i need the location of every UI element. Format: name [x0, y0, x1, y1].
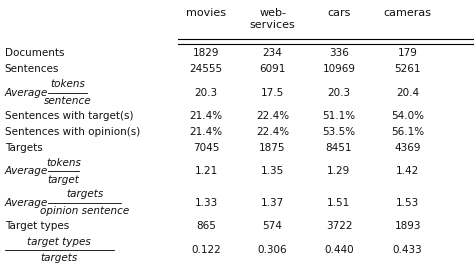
Text: 865: 865 [196, 221, 216, 231]
Text: 1875: 1875 [259, 143, 286, 153]
Text: tokens: tokens [46, 158, 81, 168]
Text: 6091: 6091 [259, 64, 286, 74]
Text: 20.3: 20.3 [328, 88, 350, 98]
Text: 1.29: 1.29 [327, 166, 351, 176]
Text: 1829: 1829 [193, 48, 219, 58]
Text: web-
services: web- services [250, 8, 295, 30]
Text: 4369: 4369 [394, 143, 421, 153]
Text: 336: 336 [329, 48, 349, 58]
Text: 179: 179 [398, 48, 418, 58]
Text: 1.21: 1.21 [194, 166, 218, 176]
Text: 22.4%: 22.4% [256, 111, 289, 121]
Text: Sentences with target(s): Sentences with target(s) [5, 111, 133, 121]
Text: Documents: Documents [5, 48, 64, 58]
Text: 1.35: 1.35 [261, 166, 284, 176]
Text: 17.5: 17.5 [261, 88, 284, 98]
Text: 21.4%: 21.4% [190, 111, 223, 121]
Text: 5261: 5261 [394, 64, 421, 74]
Text: 56.1%: 56.1% [391, 127, 424, 137]
Text: 20.3: 20.3 [195, 88, 218, 98]
Text: 20.4: 20.4 [396, 88, 419, 98]
Text: Average: Average [5, 198, 48, 208]
Text: targets: targets [41, 253, 78, 263]
Text: 51.1%: 51.1% [322, 111, 356, 121]
Text: 7045: 7045 [193, 143, 219, 153]
Text: Average: Average [5, 166, 48, 176]
Text: cameras: cameras [383, 8, 432, 18]
Text: 1.33: 1.33 [194, 198, 218, 208]
Text: 1.53: 1.53 [396, 198, 419, 208]
Text: Sentences with opinion(s): Sentences with opinion(s) [5, 127, 140, 137]
Text: 0.440: 0.440 [324, 245, 354, 255]
Text: Targets: Targets [5, 143, 43, 153]
Text: 10969: 10969 [322, 64, 356, 74]
Text: 22.4%: 22.4% [256, 127, 289, 137]
Text: cars: cars [327, 8, 351, 18]
Text: targets: targets [66, 190, 103, 199]
Text: 3722: 3722 [326, 221, 352, 231]
Text: 1.37: 1.37 [261, 198, 284, 208]
Text: Target types: Target types [5, 221, 69, 231]
Text: 1893: 1893 [394, 221, 421, 231]
Text: 1.51: 1.51 [327, 198, 351, 208]
Text: movies: movies [186, 8, 226, 18]
Text: tokens: tokens [50, 79, 85, 89]
Text: 24555: 24555 [190, 64, 223, 74]
Text: 8451: 8451 [326, 143, 352, 153]
Text: 54.0%: 54.0% [391, 111, 424, 121]
Text: 0.122: 0.122 [191, 245, 221, 255]
Text: 0.306: 0.306 [258, 245, 287, 255]
Text: 1.42: 1.42 [396, 166, 419, 176]
Text: sentence: sentence [44, 96, 91, 106]
Text: Average: Average [5, 88, 48, 98]
Text: 53.5%: 53.5% [322, 127, 356, 137]
Text: opinion sentence: opinion sentence [40, 206, 129, 216]
Text: 0.433: 0.433 [393, 245, 422, 255]
Text: Sentences: Sentences [5, 64, 59, 74]
Text: target: target [47, 175, 80, 184]
Text: 574: 574 [263, 221, 283, 231]
Text: 234: 234 [263, 48, 283, 58]
Text: 21.4%: 21.4% [190, 127, 223, 137]
Text: target types: target types [27, 237, 91, 247]
